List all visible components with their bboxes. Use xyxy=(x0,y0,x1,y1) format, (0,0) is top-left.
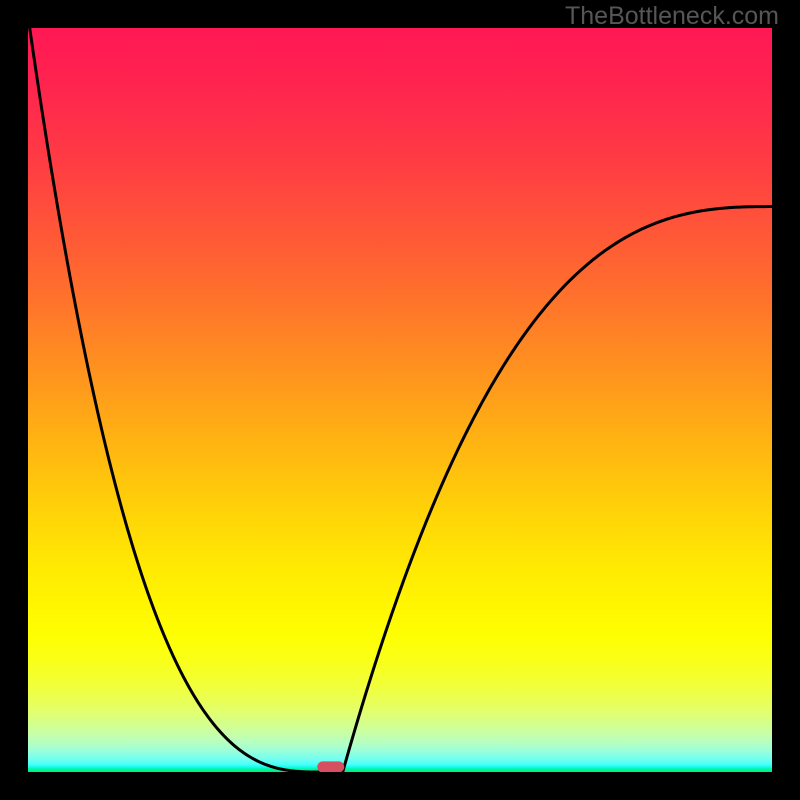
optimum-marker xyxy=(317,762,345,772)
watermark-text: TheBottleneck.com xyxy=(565,2,779,31)
plot-area xyxy=(28,28,772,772)
bottleneck-curve xyxy=(28,28,772,772)
